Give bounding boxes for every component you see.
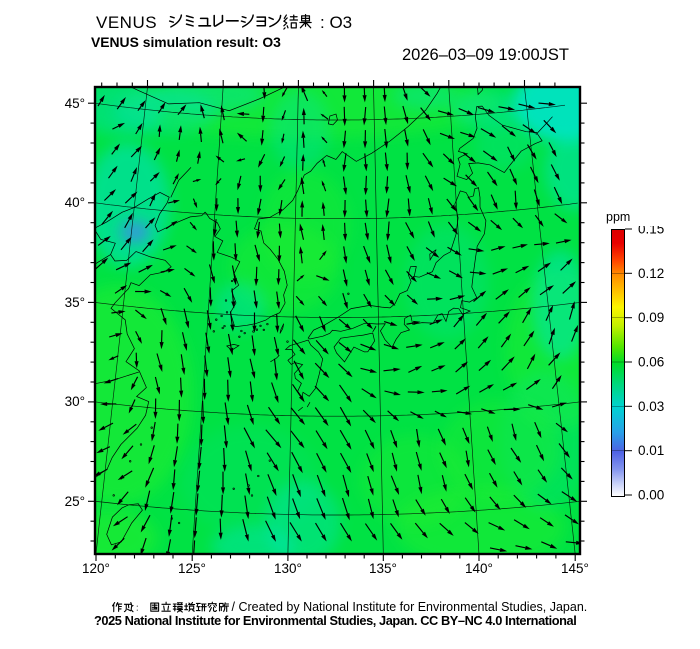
svg-text:45°: 45° — [65, 96, 85, 111]
svg-text:0.09: 0.09 — [638, 310, 664, 325]
svg-text:0.15: 0.15 — [638, 226, 664, 237]
svg-text:120°: 120° — [82, 561, 110, 576]
svg-text:135°: 135° — [369, 561, 397, 576]
svg-text:0.03: 0.03 — [638, 399, 664, 414]
svg-text:0.01: 0.01 — [638, 443, 664, 458]
svg-text:140°: 140° — [465, 561, 493, 576]
svg-text:130°: 130° — [274, 561, 302, 576]
svg-text:30°: 30° — [65, 394, 85, 409]
svg-text:125°: 125° — [178, 561, 206, 576]
svg-text:25°: 25° — [65, 494, 85, 509]
svg-text:35°: 35° — [65, 295, 85, 310]
svg-text:0.06: 0.06 — [638, 355, 664, 370]
svg-text:40°: 40° — [65, 195, 85, 210]
svg-text:0.12: 0.12 — [638, 266, 664, 281]
svg-text:0.00: 0.00 — [638, 488, 664, 502]
svg-text:145°: 145° — [561, 561, 589, 576]
